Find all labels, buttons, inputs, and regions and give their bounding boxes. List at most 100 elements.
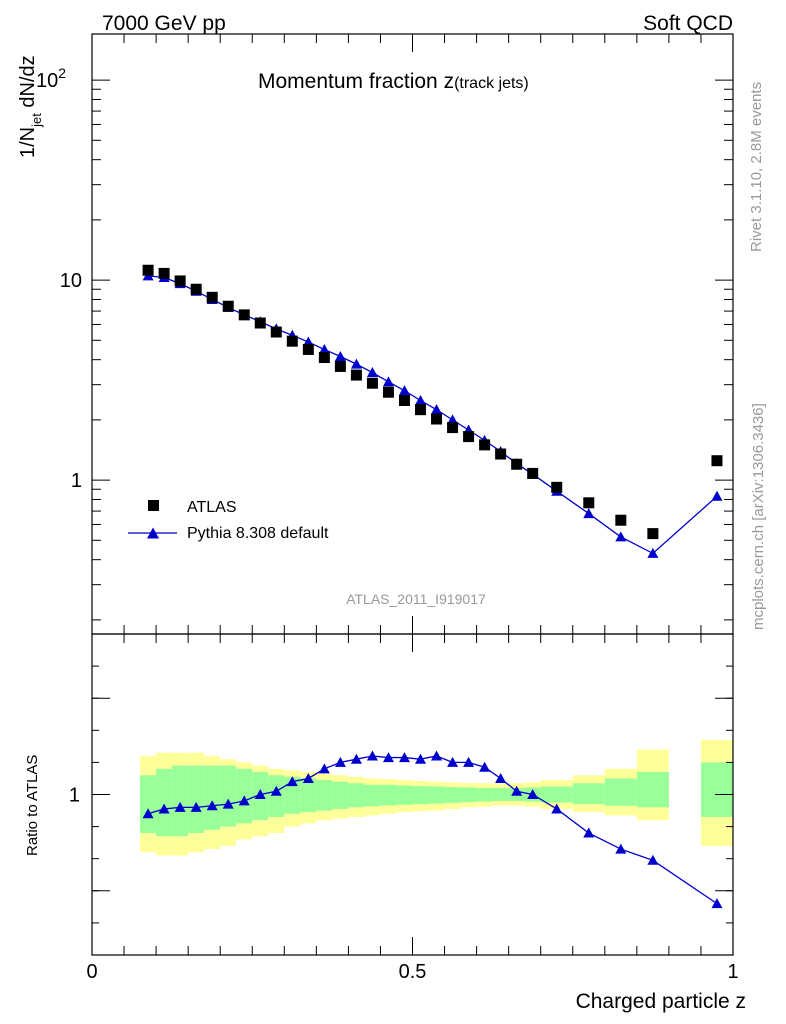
pythia-point (711, 490, 723, 501)
y-tick-label: 1 (71, 470, 82, 492)
band-inner (636, 772, 669, 808)
header-right: Soft QCD (643, 12, 733, 35)
legend-atlas-marker (148, 500, 159, 511)
atlas-point (398, 395, 410, 407)
atlas-point (222, 300, 234, 312)
ratio-pythia-point (142, 808, 154, 819)
atlas-point (463, 431, 475, 443)
ratio-pythia-point (463, 756, 475, 767)
pythia-point (334, 350, 346, 361)
band-inner (300, 778, 317, 813)
atlas-point (286, 335, 298, 347)
ratio-pythia-point (174, 801, 186, 812)
atlas-point (447, 422, 459, 434)
atlas-point (415, 404, 427, 416)
ratio-pythia-point (206, 800, 218, 811)
atlas-point (190, 283, 202, 295)
band-inner (332, 781, 349, 809)
band-inner (604, 778, 637, 806)
band-inner (572, 783, 605, 805)
atlas-point (511, 458, 523, 470)
main-frame (91, 33, 734, 635)
ratio-y-tick-label: 1 (69, 785, 80, 807)
ratio-pythia-point (302, 772, 314, 783)
atlas-point (206, 291, 218, 303)
band-inner (316, 780, 333, 811)
atlas-point (270, 326, 282, 338)
ratio-pythia-point (334, 756, 346, 767)
main-plot-marks (142, 264, 723, 558)
mcplots-label: mcplots.cern.ch [arXiv:1306.3436] (750, 403, 767, 630)
atlas-point (615, 514, 627, 526)
atlas-point (495, 448, 507, 460)
pythia-point (415, 395, 427, 406)
ratio-pythia-point (254, 789, 266, 799)
atlas-point (366, 377, 378, 389)
pythia-point (447, 414, 459, 425)
band-inner (172, 765, 189, 837)
band-inner (476, 788, 493, 802)
ratio-pythia-point (398, 752, 410, 763)
band-inner (460, 787, 477, 803)
atlas-point (238, 309, 250, 321)
ratio-pythia-point (318, 763, 330, 774)
band-inner (540, 786, 573, 803)
main-y-label-tail: dN/dz (17, 55, 39, 113)
ratio-pythia-point (583, 827, 595, 838)
ratio-pythia-point (495, 772, 507, 783)
band-inner (268, 775, 285, 817)
band-inner (700, 762, 733, 817)
pythia-point (318, 343, 330, 354)
main-y-label-text: 1/N (17, 127, 39, 158)
ratio-axis-ticks: 10 0.5 1 (69, 633, 739, 983)
ratio-pythia-point (238, 795, 250, 806)
ratio-pythia-point (382, 752, 394, 763)
band-inner (348, 783, 365, 808)
atlas-point (551, 481, 563, 493)
ratio-pythia-point (479, 761, 491, 772)
ratio-pythia-point (190, 801, 202, 812)
band-inner (188, 765, 205, 834)
ratio-pythia-point (158, 803, 170, 814)
atlas-point (350, 369, 362, 381)
main-title: Momentum fraction z(track jets) (258, 70, 529, 93)
main-title-subtext: (track jets) (454, 75, 529, 92)
atlas-point (302, 343, 314, 355)
main-y-label-subscript: jet (29, 113, 44, 128)
ratio-pythia-point (222, 798, 234, 809)
atlas-point (583, 497, 595, 509)
atlas-point (334, 360, 346, 372)
ratio-pythia-point (431, 750, 443, 761)
band-inner (220, 765, 237, 827)
atlas-point (711, 455, 723, 467)
band-inner (444, 787, 461, 803)
x-axis-label: Charged particle z (576, 990, 746, 1013)
ratio-uncertainty-bands (140, 739, 733, 856)
ratio-y-label: Ratio to ATLAS (24, 755, 41, 856)
legend-pythia-marker (147, 527, 159, 539)
atlas-point (254, 317, 266, 329)
ratio-pythia-point (270, 785, 282, 796)
y-tick-label: 10 (60, 270, 82, 292)
atlas-point (142, 264, 154, 276)
x-tick-label: 0 (86, 961, 97, 983)
pythia-point (615, 531, 627, 542)
main-plot-area (91, 33, 734, 635)
pythia-point (583, 508, 595, 519)
band-inner (412, 786, 429, 805)
band-inner (140, 775, 157, 834)
y-tick-label-base: 10 (36, 70, 58, 92)
header-left: 7000 GeV pp (102, 12, 226, 35)
ratio-pythia-point (366, 750, 378, 761)
ratio-pythia-point (286, 776, 298, 787)
band-inner (396, 785, 413, 805)
y-tick-label: 102 (36, 65, 66, 92)
ratio-pythia-point (415, 753, 427, 764)
legend: ATLAS Pythia 8.308 default (128, 499, 329, 542)
band-inner (492, 788, 509, 801)
x-tick-label: 1 (727, 961, 738, 983)
pythia-point (647, 547, 659, 558)
main-title-text: Momentum fraction z (258, 70, 454, 93)
band-inner (156, 768, 173, 837)
